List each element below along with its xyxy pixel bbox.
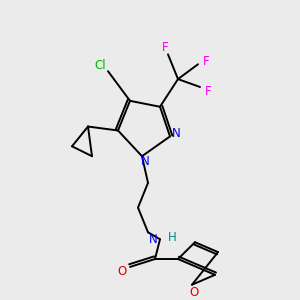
Text: F: F	[203, 55, 209, 68]
Text: N: N	[149, 233, 158, 246]
Text: O: O	[189, 286, 199, 299]
Text: F: F	[162, 41, 168, 54]
Text: O: O	[117, 266, 127, 278]
Text: N: N	[141, 154, 149, 168]
Text: F: F	[205, 85, 211, 98]
Text: N: N	[172, 127, 180, 140]
Text: Cl: Cl	[94, 59, 106, 72]
Text: H: H	[168, 231, 177, 244]
